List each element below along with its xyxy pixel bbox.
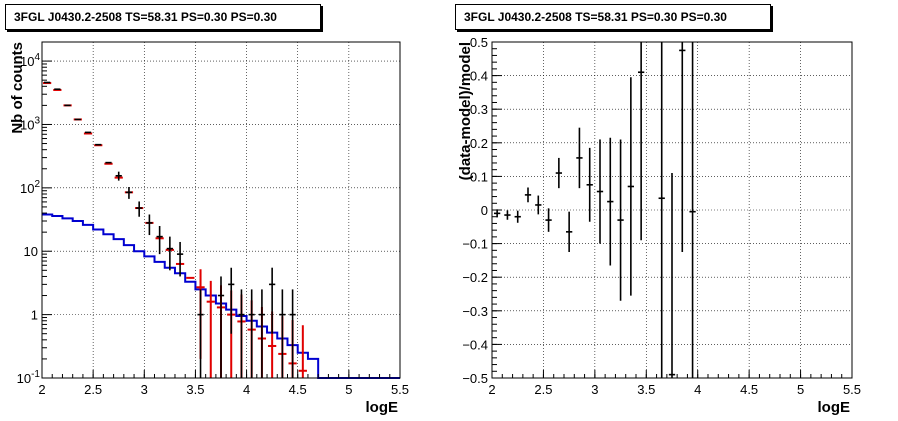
residual-point [504,210,511,220]
y-tick-label: −0.4 [462,337,488,352]
data-point [166,236,173,271]
residuals-panel: 2 2.5 3 3.5 4 4.5 5 5.5 −0.5 −0.4 −0.3 −0.2 −0.1 0 0.1… [457,35,861,416]
x-tick-label: 4.5 [740,382,758,397]
data-point [228,267,235,334]
residual-point [638,42,645,241]
data-point [146,214,153,236]
x-tick-label: 3 [141,382,148,397]
y-tick-exponent: 4 [34,52,40,63]
residual-point [627,77,634,296]
y-axis-title: (data-model)/model [457,42,474,180]
data-point [279,289,286,378]
y-tick-exponent: 2 [34,179,40,190]
x-tick-label: 3 [591,382,598,397]
x-tick-label: 2 [488,382,495,397]
residual-point [586,147,593,222]
residual-point [617,139,624,301]
y-tick-label: 10 [24,244,38,259]
y-tick-exponent: 3 [34,115,40,126]
residual-point [607,137,614,266]
residual-point [658,42,665,378]
y-tick-base: 10 [20,117,34,132]
residual-point [494,209,501,218]
y-tick-label: 0 [481,203,488,218]
left-chart-title: 3FGL J0430.2-2508 TS=58.31 PS=0.30 PS=0.… [5,4,321,30]
y-tick-base: 10 [17,371,31,386]
residual-point [596,139,604,244]
x-tick-label: 3.5 [186,382,204,397]
y-tick-exponent: -1 [31,369,40,380]
data-point [156,226,163,255]
x-tick-label: 2.5 [84,382,102,397]
residual-point [555,157,562,189]
y-tick-label: 0.3 [470,102,488,117]
model-bar [206,280,215,378]
data-point [258,289,266,378]
residual-point [535,195,542,215]
residual-point [514,210,521,223]
residual-point [576,127,583,189]
y-tick-base: 10 [20,54,34,69]
data-point [289,289,296,378]
x-tick-label: 4.5 [289,382,307,397]
y-tick-label: 10-1 [17,369,41,386]
component-histogram-line [42,213,400,379]
x-tick-label: 4 [694,382,701,397]
x-axis-title: logE [818,399,851,416]
x-tick-label: 2 [38,382,45,397]
x-tick-label: 4 [243,382,250,397]
data-point [217,276,225,378]
residual-point [566,211,573,252]
data-point [248,289,255,378]
x-tick-label: 3.5 [637,382,655,397]
y-tick-label: 102 [20,179,40,196]
y-tick-base: 10 [20,181,34,196]
plot-frame [41,41,401,379]
residual-point [524,187,532,203]
y-tick-label: 103 [20,115,40,132]
data-point [115,171,122,181]
x-tick-label: 5 [797,382,804,397]
data-point [176,241,184,277]
y-tick-label: −0.1 [462,237,488,252]
residual-point [668,173,676,378]
data-point [197,289,204,378]
y-tick-label: 1 [31,308,38,323]
x-tick-label: 5 [345,382,352,397]
x-tick-label: 5.5 [391,382,409,397]
residual-point [679,42,686,252]
data-point [125,187,133,199]
residual-point [689,42,696,378]
y-axis-title: Nb of counts [9,42,26,134]
right-chart-title: 3FGL J0430.2-2508 TS=58.31 PS=0.30 PS=0.… [455,4,771,30]
model-bar [298,325,307,378]
y-tick-label: 0.1 [470,169,488,184]
y-tick-label: −0.3 [462,304,488,319]
x-tick-label: 2.5 [534,382,552,397]
y-tick-label: 0.4 [470,69,488,84]
y-tick-label: −0.2 [462,270,488,285]
residual-point [545,208,552,232]
data-point [136,201,143,217]
y-tick-label: 0.2 [470,136,488,151]
data-point [238,289,245,378]
y-tick-label: −0.5 [462,371,488,386]
y-tick-label: 104 [20,52,40,69]
x-axis-title: logE [366,399,399,416]
y-tick-label: 0.5 [470,35,488,50]
x-tick-label: 5.5 [843,382,861,397]
data-point [269,267,276,334]
